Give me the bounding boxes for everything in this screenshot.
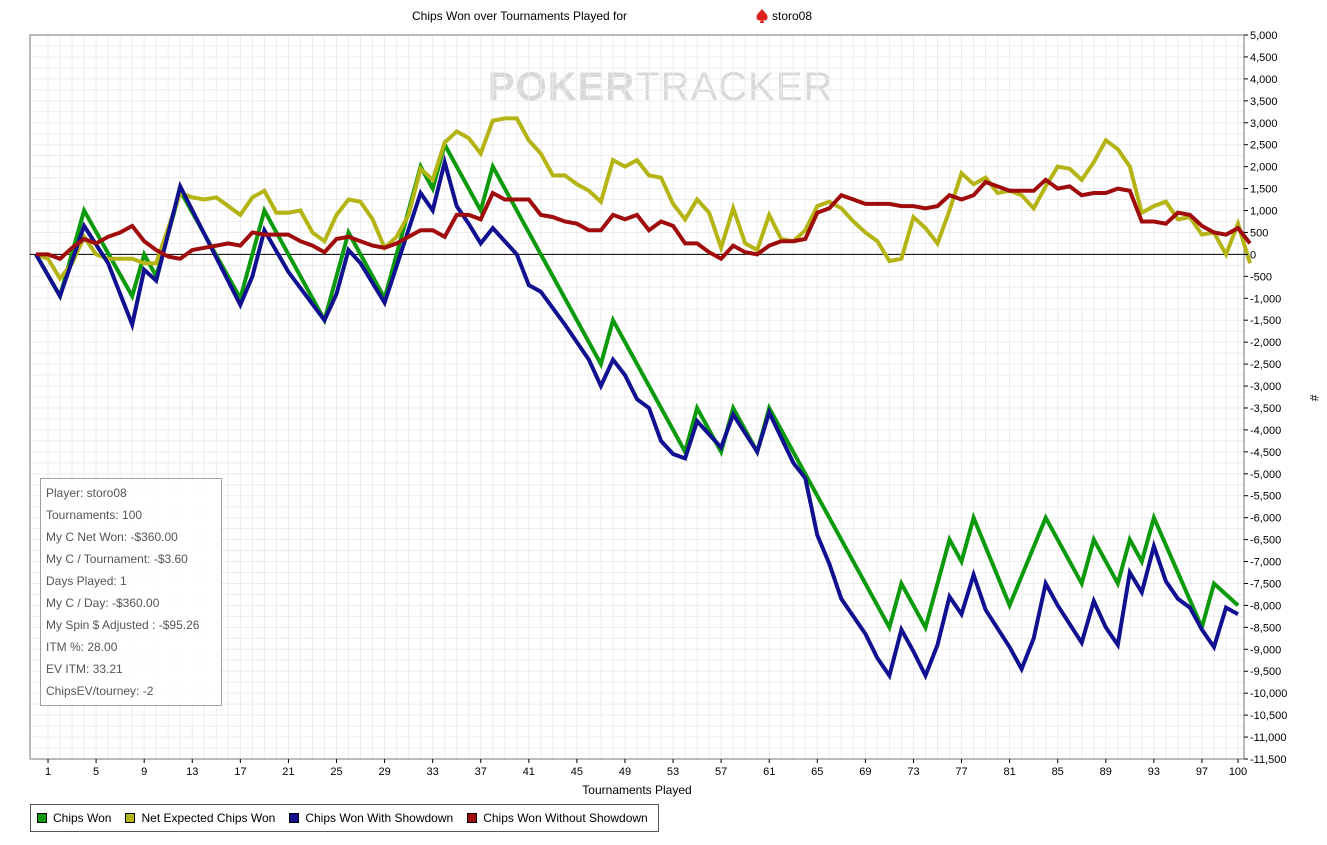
x-tick-label: 89	[1100, 766, 1112, 778]
y-tick-label: -7,500	[1250, 578, 1281, 590]
legend-label: Net Expected Chips Won	[141, 811, 276, 825]
y-tick-label: 5,000	[1250, 30, 1278, 42]
legend-label: Chips Won With Showdown	[305, 811, 454, 825]
y-axis-title: #	[1307, 395, 1321, 402]
legend-label: Chips Won	[53, 811, 112, 825]
legend-swatch	[467, 813, 478, 823]
y-tick-label: 2,000	[1250, 162, 1278, 174]
x-tick-label: 65	[811, 766, 823, 778]
x-tick-label: 61	[763, 766, 775, 778]
x-tick-label: 93	[1148, 766, 1160, 778]
x-tick-label: 9	[141, 766, 147, 778]
series-line-chips-won-with-showdown	[34, 154, 1239, 681]
x-tick-label: 100	[1229, 766, 1247, 778]
x-tick-label: 45	[571, 766, 583, 778]
legend: Chips Won Net Expected Chips Won Chips W…	[30, 804, 659, 832]
x-tick-label: 1	[45, 766, 51, 778]
stat-per-tournament: My C / Tournament: -$3.60	[46, 552, 188, 566]
y-tick-label: 3,000	[1250, 118, 1278, 130]
y-tick-label: -1,500	[1250, 315, 1281, 327]
x-tick-label: 25	[330, 766, 342, 778]
y-tick-label: 500	[1250, 227, 1268, 239]
stat-ev-itm: EV ITM: 33.21	[46, 662, 123, 676]
x-tick-label: 77	[955, 766, 967, 778]
watermark: POKERTRACKER	[488, 65, 833, 109]
x-tick-label: 73	[907, 766, 919, 778]
y-tick-label: 4,500	[1250, 52, 1278, 64]
grid	[30, 34, 1244, 760]
x-tick-label: 49	[619, 766, 631, 778]
stat-player: Player: storo08	[46, 486, 127, 500]
legend-label: Chips Won Without Showdown	[483, 811, 648, 825]
x-tick-label: 81	[1003, 766, 1015, 778]
x-tick-label: 57	[715, 766, 727, 778]
stat-days-played: Days Played: 1	[46, 574, 127, 588]
x-tick-label: 37	[475, 766, 487, 778]
y-tick-label: -11,000	[1250, 732, 1287, 744]
x-tick-label: 13	[186, 766, 198, 778]
stat-chipsev: ChipsEV/tourney: -2	[46, 684, 154, 698]
legend-swatch	[289, 813, 300, 823]
y-tick-label: -3,500	[1250, 403, 1281, 415]
series-line-chips-won	[34, 139, 1240, 634]
x-tick-label: 21	[282, 766, 294, 778]
y-tick-label: -4,000	[1250, 425, 1281, 437]
y-tick-label: -9,000	[1250, 644, 1281, 656]
x-tick-label: 5	[93, 766, 99, 778]
legend-item-chips-won[interactable]: Chips Won	[37, 811, 111, 825]
x-axis-title: Tournaments Played	[582, 783, 691, 797]
stat-net-won: My C Net Won: -$360.00	[46, 530, 178, 544]
y-tick-label: -2,000	[1250, 337, 1281, 349]
y-axis: 5,000 4,500 4,000 3,500 3,000 2,500 2,000 1,500…	[1244, 30, 1287, 766]
legend-swatch	[125, 813, 136, 823]
y-tick-label: -11,500	[1250, 754, 1287, 766]
y-tick-label: 4,000	[1250, 74, 1278, 86]
legend-item-net-expected[interactable]: Net Expected Chips Won	[125, 811, 275, 825]
y-tick-label: -8,500	[1250, 622, 1281, 634]
x-tick-label: 17	[234, 766, 246, 778]
x-tick-label: 33	[427, 766, 439, 778]
x-tick-label: 41	[523, 766, 535, 778]
y-tick-label: -3,000	[1250, 381, 1281, 393]
y-tick-label: -1,000	[1250, 293, 1281, 305]
y-tick-label: -6,000	[1250, 513, 1281, 525]
spade-icon	[756, 9, 768, 23]
legend-item-without-showdown[interactable]: Chips Won Without Showdown	[467, 811, 648, 825]
x-tick-label: 85	[1052, 766, 1064, 778]
x-tick-label: 69	[859, 766, 871, 778]
legend-swatch	[37, 813, 47, 823]
stats-panel: Player: storo08 Tournaments: 100 My C Ne…	[40, 478, 222, 706]
y-tick-label: -9,500	[1250, 666, 1281, 678]
y-tick-label: -10,500	[1250, 710, 1287, 722]
y-tick-label: 2,500	[1250, 140, 1278, 152]
stat-per-day: My C / Day: -$360.00	[46, 596, 160, 610]
y-tick-label: -6,500	[1250, 535, 1281, 547]
y-tick-label: -5,000	[1250, 469, 1281, 481]
y-tick-label: -10,000	[1250, 688, 1287, 700]
legend-item-with-showdown[interactable]: Chips Won With Showdown	[289, 811, 453, 825]
series-lines	[34, 116, 1252, 681]
chart-title: Chips Won over Tournaments Played for	[412, 9, 627, 23]
stat-itm: ITM %: 28.00	[46, 640, 118, 654]
y-tick-label: -500	[1250, 271, 1272, 283]
stat-tournaments: Tournaments: 100	[46, 508, 143, 522]
y-tick-label: -5,500	[1250, 491, 1281, 503]
x-tick-label: 29	[378, 766, 390, 778]
y-tick-label: -7,000	[1250, 557, 1281, 569]
y-tick-label: -8,000	[1250, 600, 1281, 612]
player-name: storo08	[772, 9, 812, 23]
y-tick-label: 1,500	[1250, 184, 1278, 196]
x-tick-label: 53	[667, 766, 679, 778]
y-tick-label: 0	[1250, 249, 1256, 261]
y-tick-label: -2,500	[1250, 359, 1281, 371]
y-tick-label: -4,500	[1250, 447, 1281, 459]
x-axis: 1 5 9 13 17 21 25 29 33 37 41 45 49 53 57 61 65 69 73 77 81 8…	[45, 759, 1247, 778]
y-tick-label: 3,500	[1250, 96, 1278, 108]
x-tick-label: 97	[1196, 766, 1208, 778]
y-tick-label: 1,000	[1250, 206, 1278, 218]
series-line-chips-won-without-showdown	[36, 177, 1252, 262]
stat-spin-adjusted: My Spin $ Adjusted : -$95.26	[46, 618, 200, 632]
plot-border	[29, 34, 1245, 760]
